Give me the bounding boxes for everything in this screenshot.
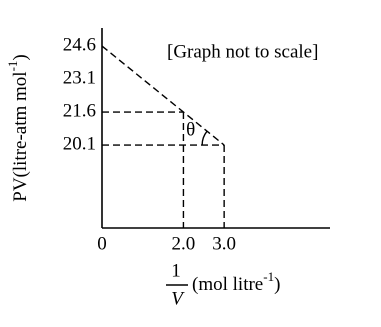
angle-arc — [201, 130, 208, 146]
y-tick-label: 21.6 — [63, 100, 96, 121]
y-label-end: ) — [10, 54, 31, 60]
x-label-denominator: V — [171, 288, 185, 309]
y-tick-label: 20.1 — [63, 133, 96, 154]
angle-label: θ — [186, 119, 195, 140]
y-tick-label: 24.6 — [63, 34, 96, 55]
x-tick-label: 3.0 — [212, 233, 236, 254]
x-label-text: (mol litre — [192, 274, 263, 295]
x-tick-label: 0 — [97, 233, 107, 254]
y-tick-label: 23.1 — [63, 67, 96, 88]
x-label-end: ) — [274, 274, 280, 295]
data-line — [101, 45, 225, 146]
x-label-numerator: 1 — [171, 260, 181, 281]
y-label-text: PV(litre-atm mol — [10, 71, 31, 201]
x-tick-label: 2.0 — [172, 233, 196, 254]
x-label: (mol litre-1) — [192, 269, 280, 295]
x-label-sup: -1 — [263, 269, 274, 284]
y-label-sup: -1 — [5, 61, 20, 72]
annotation: [Graph not to scale] — [167, 41, 318, 62]
y-label: PV(litre-atm mol-1) — [5, 54, 31, 202]
